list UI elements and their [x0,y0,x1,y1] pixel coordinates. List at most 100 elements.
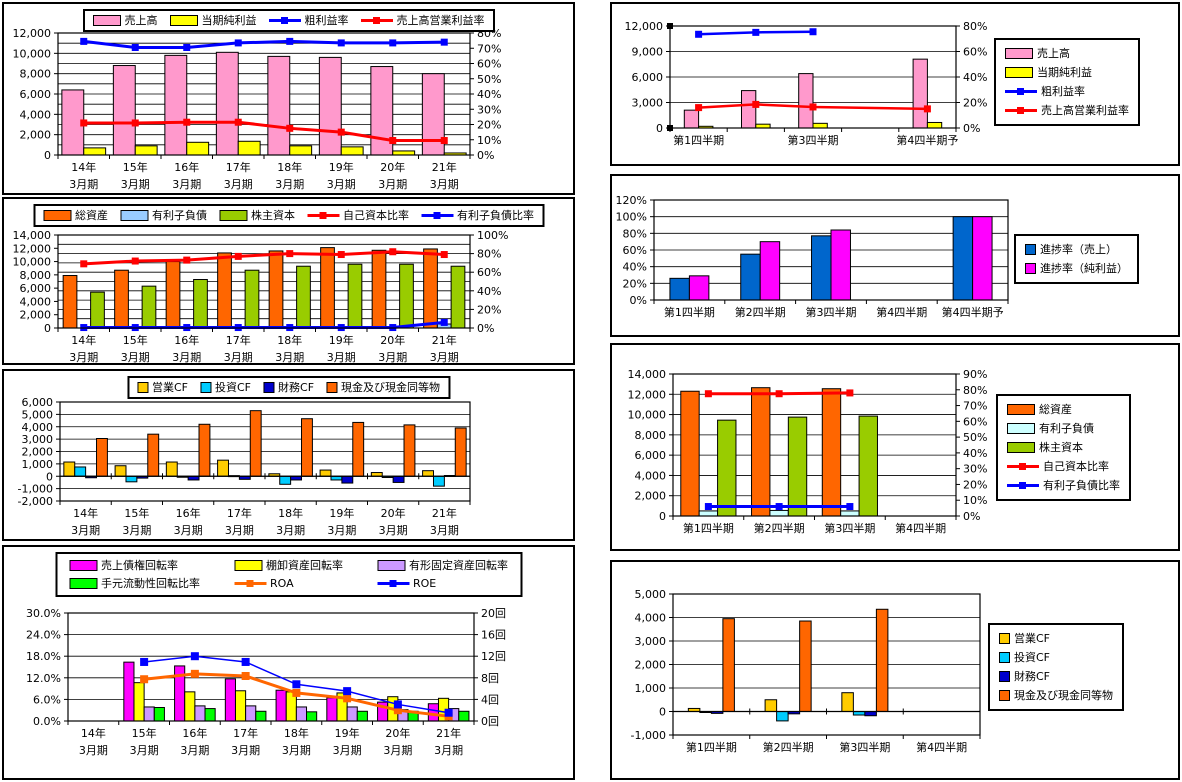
legend-label: 投資CF [1014,651,1051,664]
svg-text:第3四半期: 第3四半期 [824,521,875,535]
svg-text:3月期: 3月期 [434,744,463,757]
svg-text:19年: 19年 [335,726,360,740]
svg-text:4回: 4回 [481,693,499,706]
svg-text:0回: 0回 [481,715,499,728]
svg-text:20回: 20回 [481,607,506,620]
legend-entry: 総資産 [1007,404,1072,415]
svg-text:3月期: 3月期 [327,524,356,537]
legend-swatch-square-icon [999,652,1010,663]
legend-label: 現金及び現金同等物 [1014,689,1113,702]
svg-text:18年: 18年 [277,160,302,174]
legend-label: 有利子負債 [152,209,207,222]
chart-legend: 進捗率（売上） 進捗率（純利益） [1014,234,1139,284]
svg-text:3月期: 3月期 [130,744,159,757]
svg-text:80%: 80% [963,20,987,33]
svg-text:100%: 100% [616,211,647,224]
svg-text:14,000: 14,000 [628,368,667,381]
legend-swatch-line-icon [1005,87,1037,96]
legend-label: 売上高営業利益率 [396,14,485,27]
svg-text:0%: 0% [630,294,647,307]
svg-text:第4四半期: 第4四半期 [895,521,946,535]
legend-swatch-bar-icon [169,15,198,26]
svg-text:12,000: 12,000 [628,388,667,401]
legend-entry: 自己資本比率 [1007,461,1109,472]
legend-swatch-line-icon [360,16,393,25]
svg-text:6.0%: 6.0% [33,693,61,706]
legend-entry: 財務CF [999,671,1050,682]
svg-text:3月期: 3月期 [379,524,408,537]
svg-text:3月期: 3月期 [69,351,98,364]
svg-text:80%: 80% [963,384,987,397]
svg-text:80%: 80% [477,248,501,261]
legend-entry: 手元流動性回転比率 [69,578,200,589]
svg-text:2,000: 2,000 [635,490,667,503]
svg-text:3月期: 3月期 [172,178,201,191]
svg-text:12,000: 12,000 [625,20,664,33]
legend-entry: 現金及び現金同等物 [326,382,440,393]
legend-entry: 当期純利益 [1005,67,1092,78]
svg-text:8,000: 8,000 [20,68,52,81]
svg-text:14年: 14年 [71,333,96,347]
svg-text:20%: 20% [623,277,647,290]
svg-text:40%: 40% [477,88,501,101]
svg-text:20年: 20年 [381,506,406,520]
chart-panel-cashflow-annual: -2,000 -1,000 0 1,000 2,000 3,000 4,000 5,000 6,… [2,369,575,541]
svg-text:第2四半期: 第2四半期 [754,521,805,535]
legend-label: 進捗率（売上） [1040,243,1117,256]
svg-text:10%: 10% [963,494,987,507]
chart-plot-assets-capital-quarterly: 0 2,000 4,000 6,000 8,000 10,000 12,000 14,000 0… [628,368,988,535]
svg-text:20%: 20% [477,119,501,132]
svg-text:3,000: 3,000 [632,97,664,110]
legend-swatch-bar-icon [377,560,405,571]
svg-text:15年: 15年 [123,333,148,347]
svg-text:3月期: 3月期 [122,524,151,537]
legend-label: 営業CF [151,381,188,394]
chart-panel-sales-profit-annual: 0 2,000 4,000 6,000 8,000 10,000 12,000 0% 10% 20… [2,2,575,195]
svg-text:17年: 17年 [226,333,251,347]
svg-text:第2四半期: 第2四半期 [735,305,786,319]
svg-text:1,000: 1,000 [22,458,54,471]
svg-text:60%: 60% [477,266,501,279]
svg-text:3月期: 3月期 [327,178,356,191]
legend-swatch-bar-icon [1005,67,1033,78]
svg-text:第4四半期予: 第4四半期予 [896,133,958,147]
legend-swatch-square-icon [199,382,211,393]
svg-text:第1四半期: 第1四半期 [673,133,724,147]
svg-text:3月期: 3月期 [275,178,304,191]
svg-text:90%: 90% [963,368,987,381]
svg-text:6,000: 6,000 [22,396,54,409]
legend-swatch-bar-icon [234,560,262,571]
svg-text:18.0%: 18.0% [26,650,61,663]
legend-entry: 当期純利益 [169,15,257,26]
svg-text:19年: 19年 [329,160,354,174]
svg-text:80%: 80% [623,227,647,240]
svg-text:第3四半期: 第3四半期 [806,305,857,319]
legend-swatch-line-icon [1007,481,1039,490]
svg-text:1,000: 1,000 [635,682,667,695]
svg-text:70%: 70% [963,400,987,413]
svg-text:0.0%: 0.0% [33,715,61,728]
svg-text:6,000: 6,000 [20,282,52,295]
legend-label: 自己資本比率 [343,209,409,222]
legend-swatch-square-icon [999,633,1010,644]
svg-text:60%: 60% [963,46,987,59]
svg-text:100%: 100% [477,229,508,242]
svg-text:0%: 0% [477,149,494,162]
legend-label: 有形固定資産回転率 [409,559,508,572]
svg-text:5,000: 5,000 [22,408,54,421]
svg-text:20年: 20年 [385,726,410,740]
legend-entry: 有形固定資産回転率 [377,560,508,571]
legend-swatch-line-icon [268,16,301,25]
chart-plot-turnover-roa-roe-annual: 0.0% 6.0% 12.0% 18.0% 24.0% 30.0% 0回 4回 8回 12回 16回… [26,607,506,757]
svg-text:第4四半期: 第4四半期 [876,305,927,319]
svg-text:30%: 30% [963,463,987,476]
legend-swatch-line-icon [307,211,339,220]
chart-legend: 営業CF 投資CF 財務CF 現金及び現金同等物 [988,623,1124,711]
svg-text:4,000: 4,000 [635,469,667,482]
svg-text:12,000: 12,000 [13,242,52,255]
legend-swatch-bar-icon [92,15,121,26]
svg-text:3月期: 3月期 [383,744,412,757]
svg-text:5,000: 5,000 [635,588,667,601]
svg-text:18年: 18年 [284,726,309,740]
svg-text:3月期: 3月期 [231,744,260,757]
